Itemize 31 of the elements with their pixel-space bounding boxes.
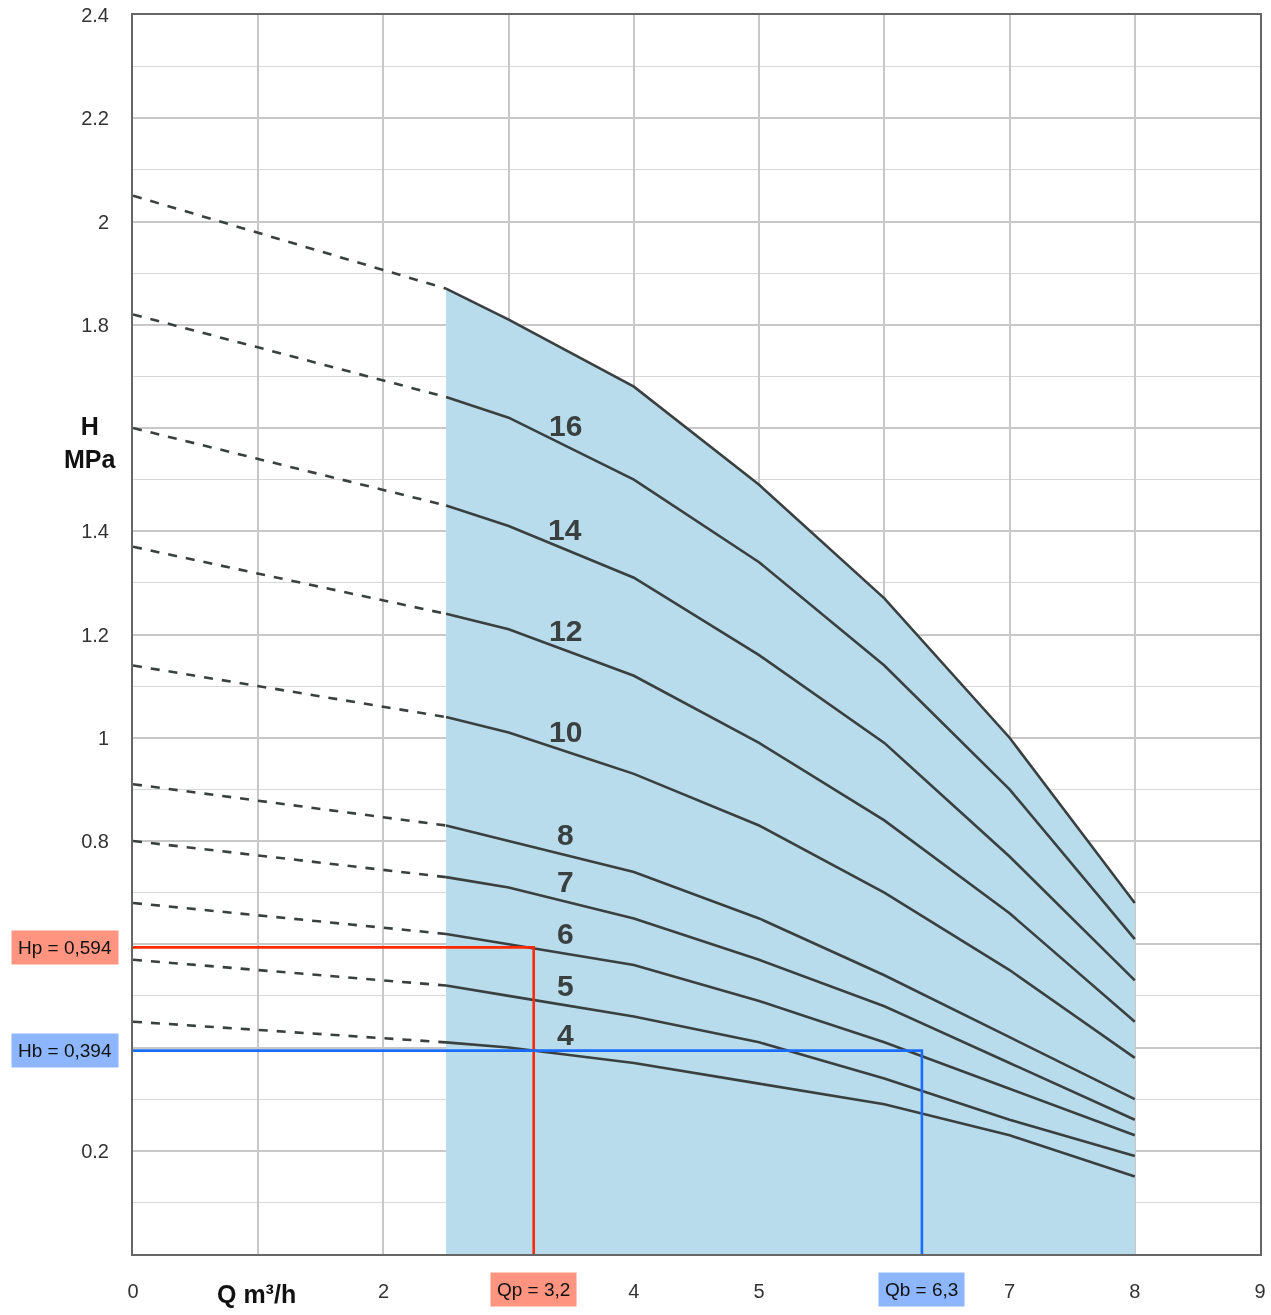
y-tick-label: 0.8 — [81, 830, 109, 852]
y-axis-title: H MPa — [64, 412, 117, 473]
y-tick-label: 2 — [97, 210, 109, 233]
x-tick-label: 2 — [377, 1280, 389, 1302]
series-label: 14 — [548, 513, 582, 546]
y-tick-label: 1.2 — [81, 623, 109, 646]
series-label: 16 — [549, 409, 583, 442]
series-label: 10 — [549, 715, 583, 748]
y-tick-label: 1.8 — [81, 313, 109, 336]
series-label: 6 — [557, 917, 574, 950]
series-label: 7 — [557, 865, 574, 898]
annotation: Hp = 0,594 — [18, 937, 112, 958]
y-tick-label: 2.4 — [81, 4, 109, 26]
y-tick-label: 1 — [97, 726, 109, 749]
x-tick-label: 0 — [127, 1280, 139, 1302]
series-label: 5 — [557, 969, 574, 1002]
x-tick-label: 7 — [1004, 1280, 1016, 1302]
annotation: Qb = 6,3 — [885, 1279, 959, 1300]
y-tick-label: 0.2 — [81, 1139, 109, 1162]
x-axis-title: Q m³/h — [217, 1280, 297, 1308]
series-label: 8 — [557, 818, 574, 851]
y-tick-label: 1.4 — [81, 520, 109, 543]
annotation: Hb = 0,394 — [18, 1040, 112, 1061]
series-label: 4 — [557, 1018, 574, 1051]
series-label: 12 — [549, 614, 583, 647]
annotation: Qp = 3,2 — [497, 1279, 571, 1300]
x-tick-label: 9 — [1254, 1280, 1266, 1302]
y-tick-label: 2.2 — [81, 107, 109, 130]
x-tick-label: 8 — [1129, 1280, 1141, 1302]
x-tick-label: 5 — [753, 1280, 765, 1302]
x-tick-label: 4 — [628, 1280, 640, 1302]
